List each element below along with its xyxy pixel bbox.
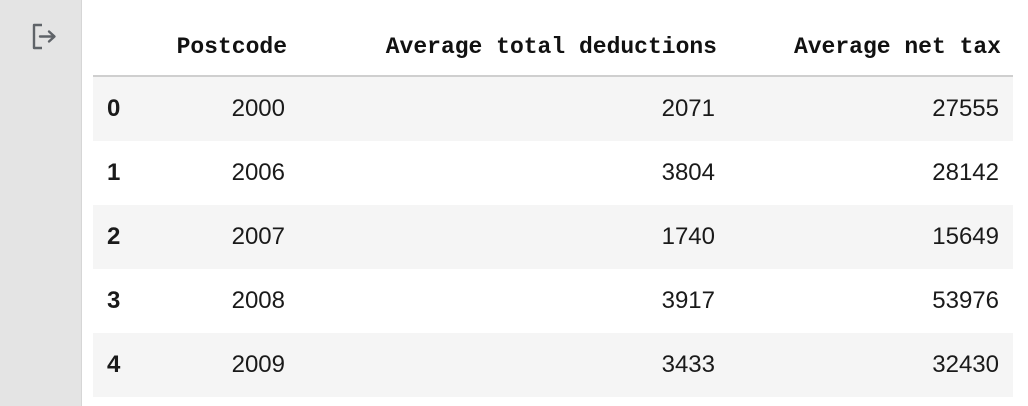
cell-deductions: 3917 xyxy=(661,287,715,314)
cell-postcode: 2000 xyxy=(231,95,285,122)
output-gutter xyxy=(0,0,82,406)
cell-net-tax: 27555 xyxy=(932,95,999,122)
column-header-postcode: Postcode xyxy=(141,18,299,77)
header-row: Postcode Average total deductions Averag… xyxy=(93,18,1013,77)
column-header-average-net-tax: Average net tax xyxy=(729,18,1013,77)
cell-deductions: 3433 xyxy=(661,351,715,378)
cell-postcode: 2009 xyxy=(231,351,285,378)
cell-output: Postcode Average total deductions Averag… xyxy=(93,18,1013,397)
table-row: 4 2009 3433 32430 xyxy=(93,333,1013,397)
cell-postcode: 2008 xyxy=(231,287,285,314)
output-exit-icon[interactable] xyxy=(30,22,62,52)
cell-net-tax: 32430 xyxy=(932,351,999,378)
row-index: 0 xyxy=(107,95,121,122)
cell-net-tax: 15649 xyxy=(932,223,999,250)
row-index: 2 xyxy=(107,223,121,250)
column-header-average-total-deductions: Average total deductions xyxy=(299,18,729,77)
cell-postcode: 2007 xyxy=(231,223,285,250)
row-index: 3 xyxy=(107,287,121,314)
table-row: 1 2006 3804 28142 xyxy=(93,141,1013,205)
dataframe-table: Postcode Average total deductions Averag… xyxy=(93,18,1013,397)
index-header xyxy=(93,18,141,77)
row-index: 1 xyxy=(107,159,121,186)
table-row: 0 2000 2071 27555 xyxy=(93,76,1013,141)
table-row: 3 2008 3917 53976 xyxy=(93,269,1013,333)
table-row: 2 2007 1740 15649 xyxy=(93,205,1013,269)
cell-net-tax: 53976 xyxy=(932,287,999,314)
cell-deductions: 3804 xyxy=(661,159,715,186)
cell-postcode: 2006 xyxy=(231,159,285,186)
cell-deductions: 2071 xyxy=(661,95,715,122)
row-index: 4 xyxy=(107,351,121,378)
cell-deductions: 1740 xyxy=(661,223,715,250)
cell-net-tax: 28142 xyxy=(932,159,999,186)
